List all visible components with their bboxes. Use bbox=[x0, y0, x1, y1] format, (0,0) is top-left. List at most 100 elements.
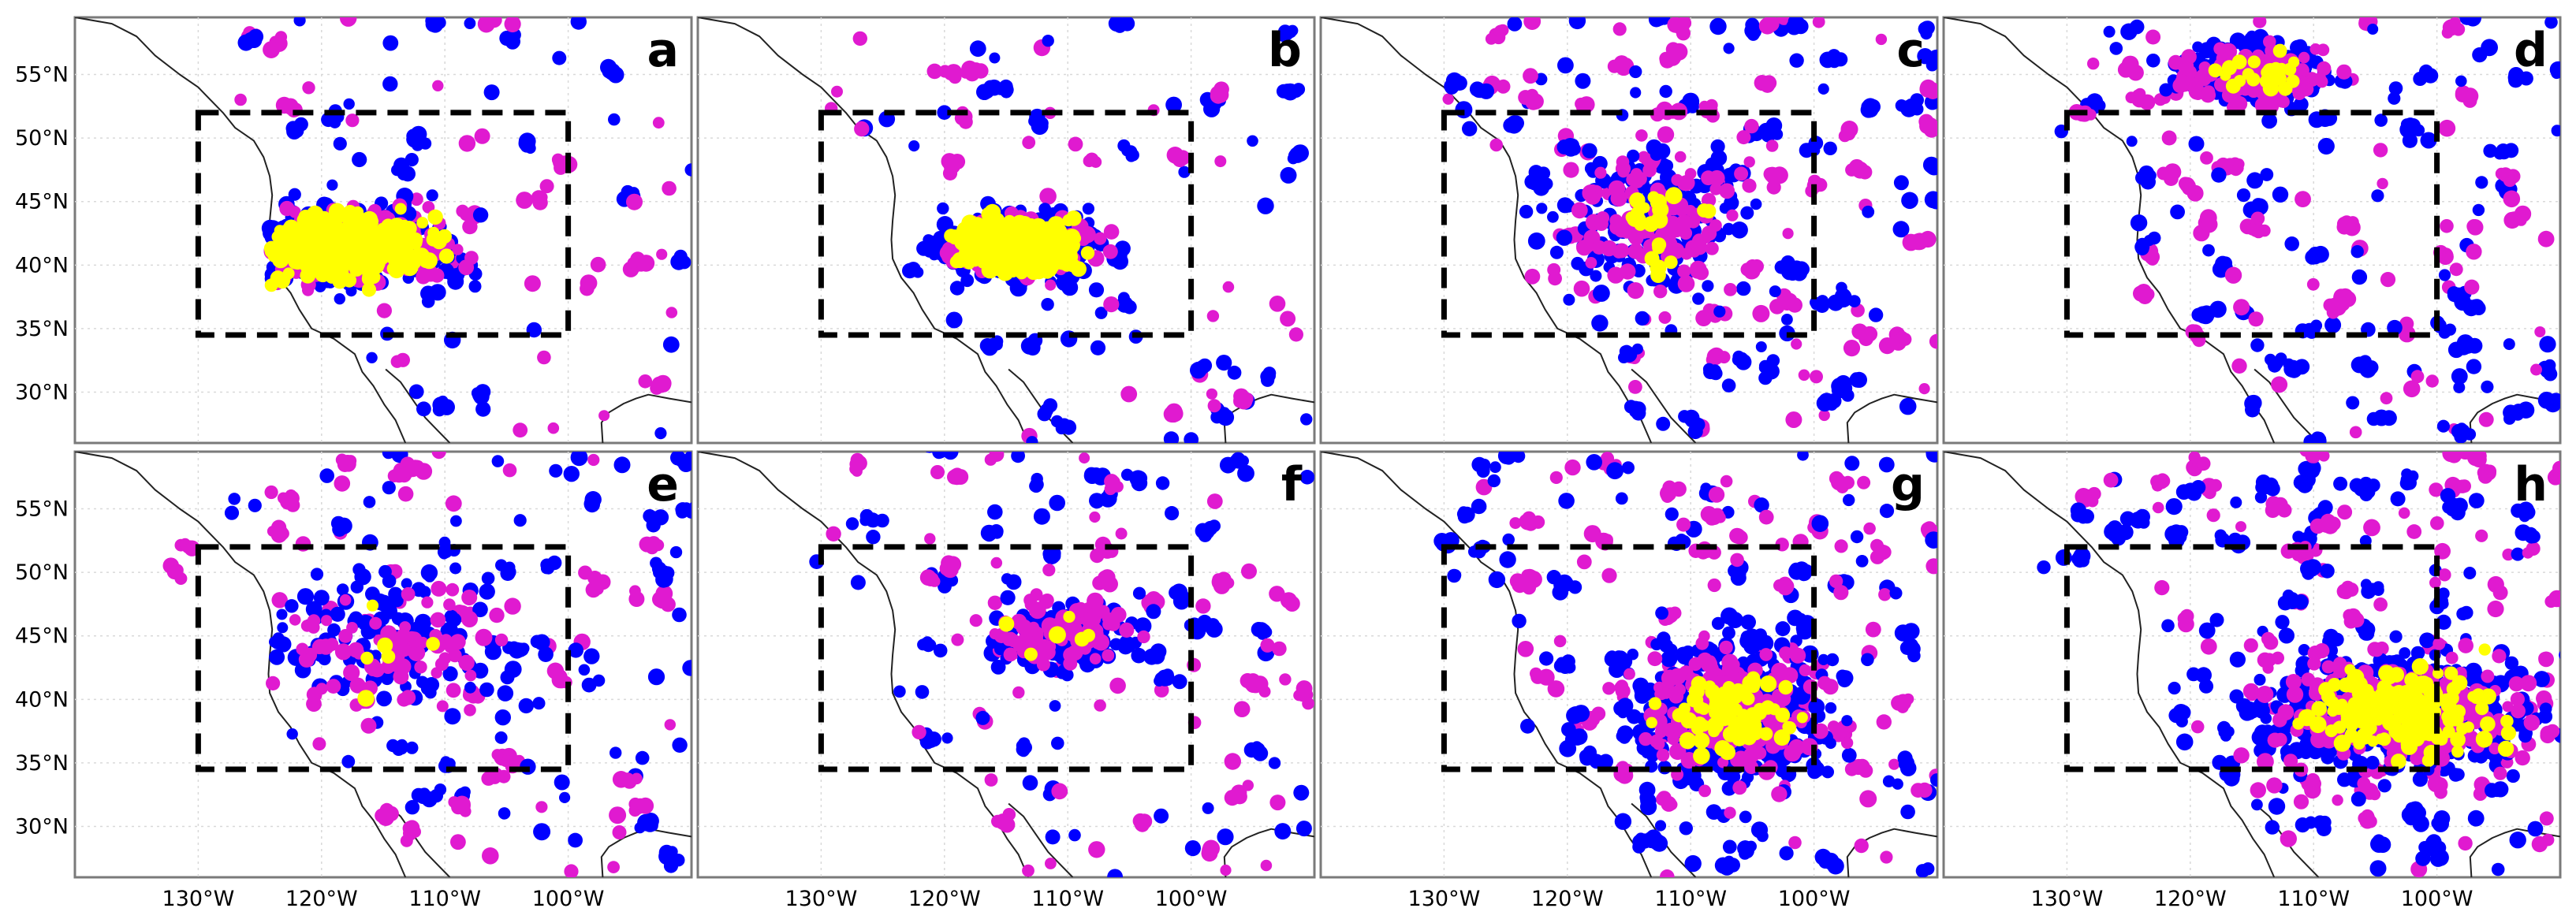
detection-dot-magenta bbox=[458, 654, 475, 671]
detection-dot-magenta bbox=[1743, 156, 1755, 168]
detection-dot-blue bbox=[319, 468, 335, 483]
detection-dot-blue bbox=[1107, 869, 1123, 877]
detection-dot-blue bbox=[2195, 307, 2212, 324]
detection-dot-magenta bbox=[1601, 240, 1617, 257]
detection-dot-blue bbox=[1540, 177, 1553, 191]
detection-dot-magenta bbox=[1214, 155, 1227, 168]
detection-dot-yellow bbox=[2246, 73, 2261, 87]
detection-dot-magenta bbox=[444, 639, 458, 653]
detection-dot-blue bbox=[1629, 65, 1642, 79]
detection-dot-blue bbox=[925, 452, 934, 453]
detection-dot-blue bbox=[1132, 471, 1148, 486]
detection-dot-blue bbox=[2475, 176, 2488, 189]
detection-dot-magenta bbox=[1744, 118, 1759, 134]
detection-dot-blue bbox=[924, 638, 937, 651]
detection-dot-blue bbox=[613, 456, 631, 474]
detection-dot-magenta bbox=[626, 193, 643, 210]
detection-dot-blue bbox=[2481, 39, 2499, 57]
detection-dot-blue bbox=[915, 685, 930, 699]
detection-dot-blue bbox=[2539, 336, 2556, 353]
detection-dot-magenta bbox=[1601, 568, 1617, 583]
detection-dot-magenta bbox=[402, 821, 418, 836]
detection-dot-magenta bbox=[984, 453, 997, 466]
detection-dot-magenta bbox=[1573, 280, 1590, 297]
detection-dot-blue bbox=[2462, 17, 2475, 21]
detection-dot-blue bbox=[1051, 736, 1064, 750]
detection-dot-blue bbox=[468, 280, 482, 293]
detection-dot-blue bbox=[413, 619, 431, 636]
detection-dot-magenta bbox=[1576, 554, 1592, 570]
detection-dot-magenta bbox=[400, 834, 413, 847]
detection-dot-blue bbox=[1042, 546, 1057, 561]
detection-dot-blue bbox=[570, 17, 587, 30]
detection-dot-blue bbox=[926, 731, 942, 747]
detection-dot-magenta bbox=[2299, 82, 2314, 97]
detection-dot-yellow bbox=[361, 282, 377, 297]
detection-dot-magenta bbox=[1269, 795, 1286, 811]
detection-dot-yellow bbox=[1644, 251, 1660, 266]
detection-dot-blue bbox=[672, 607, 687, 623]
detection-dot-yellow bbox=[366, 599, 379, 612]
detection-dot-blue bbox=[1758, 370, 1773, 385]
pacific-coastline bbox=[698, 452, 1030, 877]
detection-dot-blue bbox=[654, 427, 667, 440]
detection-dot-yellow bbox=[341, 225, 356, 240]
detection-dot-blue bbox=[2188, 136, 2205, 152]
detection-dot-blue bbox=[568, 642, 583, 658]
detection-dot-blue bbox=[1882, 775, 1896, 787]
detection-dot-blue bbox=[1191, 362, 1204, 374]
lon-tick-label: 100°W bbox=[1155, 887, 1228, 911]
detection-dot-blue bbox=[494, 709, 511, 726]
detection-dot-magenta bbox=[2399, 327, 2413, 341]
detection-dot-blue bbox=[1631, 343, 1643, 355]
detection-dot-magenta bbox=[1564, 459, 1581, 476]
detection-dot-blue bbox=[578, 664, 591, 676]
detection-dot-magenta bbox=[930, 465, 945, 479]
detection-dot-magenta bbox=[1586, 190, 1598, 202]
detection-dot-yellow bbox=[1035, 221, 1050, 237]
detection-dot-blue bbox=[481, 571, 495, 586]
detection-dot-blue bbox=[1593, 285, 1610, 302]
detection-dot-blue bbox=[2346, 396, 2360, 410]
detection-dot-blue bbox=[432, 403, 446, 417]
detection-dot-magenta bbox=[851, 455, 867, 471]
lat-tick-label: 45°N bbox=[15, 624, 69, 649]
detection-dot-magenta bbox=[2466, 219, 2484, 236]
detection-dot-magenta bbox=[2223, 158, 2237, 172]
detection-dot-blue bbox=[1217, 828, 1234, 846]
detection-dot-blue bbox=[945, 311, 963, 329]
detection-dot-magenta bbox=[264, 485, 278, 500]
detection-dot-blue bbox=[2146, 54, 2160, 68]
detection-dot-blue bbox=[1281, 28, 1294, 40]
detection-dot-magenta bbox=[947, 469, 963, 485]
detection-dot-blue bbox=[1061, 668, 1074, 682]
detection-dot-blue bbox=[2312, 245, 2329, 263]
detection-dot-magenta bbox=[826, 526, 841, 542]
detection-dot-magenta bbox=[1553, 635, 1567, 648]
detection-dot-blue bbox=[447, 273, 464, 290]
detection-dot-blue bbox=[2481, 380, 2494, 393]
detection-dot-blue bbox=[1627, 149, 1640, 162]
detection-dot-magenta bbox=[2317, 43, 2330, 57]
detection-dot-magenta bbox=[1617, 166, 1630, 178]
detection-dot-blue bbox=[987, 80, 999, 92]
detection-dot-magenta bbox=[1628, 230, 1644, 246]
detection-dot-blue bbox=[464, 17, 476, 29]
detection-dot-blue bbox=[1195, 523, 1211, 539]
detection-dot-blue bbox=[866, 530, 881, 545]
detection-dot-blue bbox=[1899, 397, 1917, 415]
detection-dot-magenta bbox=[1674, 151, 1687, 163]
detection-dot-magenta bbox=[664, 719, 676, 731]
detection-dot-blue bbox=[2420, 132, 2437, 149]
detection-dot-blue bbox=[850, 575, 866, 590]
detection-dot-magenta bbox=[1207, 399, 1221, 413]
detection-dot-magenta bbox=[452, 244, 464, 255]
detection-dot-magenta bbox=[516, 192, 533, 209]
detection-dot-magenta bbox=[989, 628, 1001, 640]
detection-dot-yellow bbox=[375, 225, 390, 240]
detection-dot-magenta bbox=[306, 687, 322, 703]
detection-dot-blue bbox=[533, 823, 551, 841]
study-region-box bbox=[195, 544, 572, 772]
detection-dot-magenta bbox=[421, 596, 434, 609]
detection-dot-blue bbox=[1090, 340, 1106, 355]
